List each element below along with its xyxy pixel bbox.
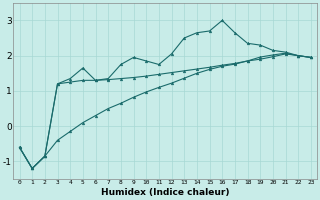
X-axis label: Humidex (Indice chaleur): Humidex (Indice chaleur) bbox=[101, 188, 229, 197]
